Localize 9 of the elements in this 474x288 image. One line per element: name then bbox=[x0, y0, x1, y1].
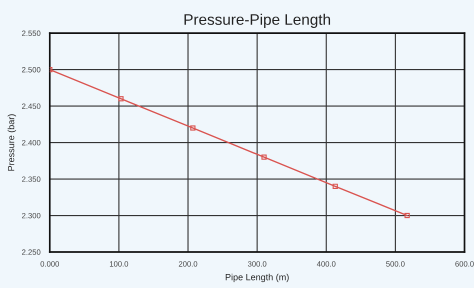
chart-title: Pressure-Pipe Length bbox=[184, 14, 330, 28]
point bbox=[118, 96, 124, 102]
point bbox=[404, 212, 410, 218]
point bbox=[190, 125, 196, 131]
point bbox=[261, 154, 267, 160]
y-axis-title: Pressure (bar) bbox=[8, 114, 16, 171]
point bbox=[332, 184, 338, 189]
x-axis-title: Pipe Length (m) bbox=[226, 274, 289, 282]
line-series bbox=[50, 66, 410, 218]
